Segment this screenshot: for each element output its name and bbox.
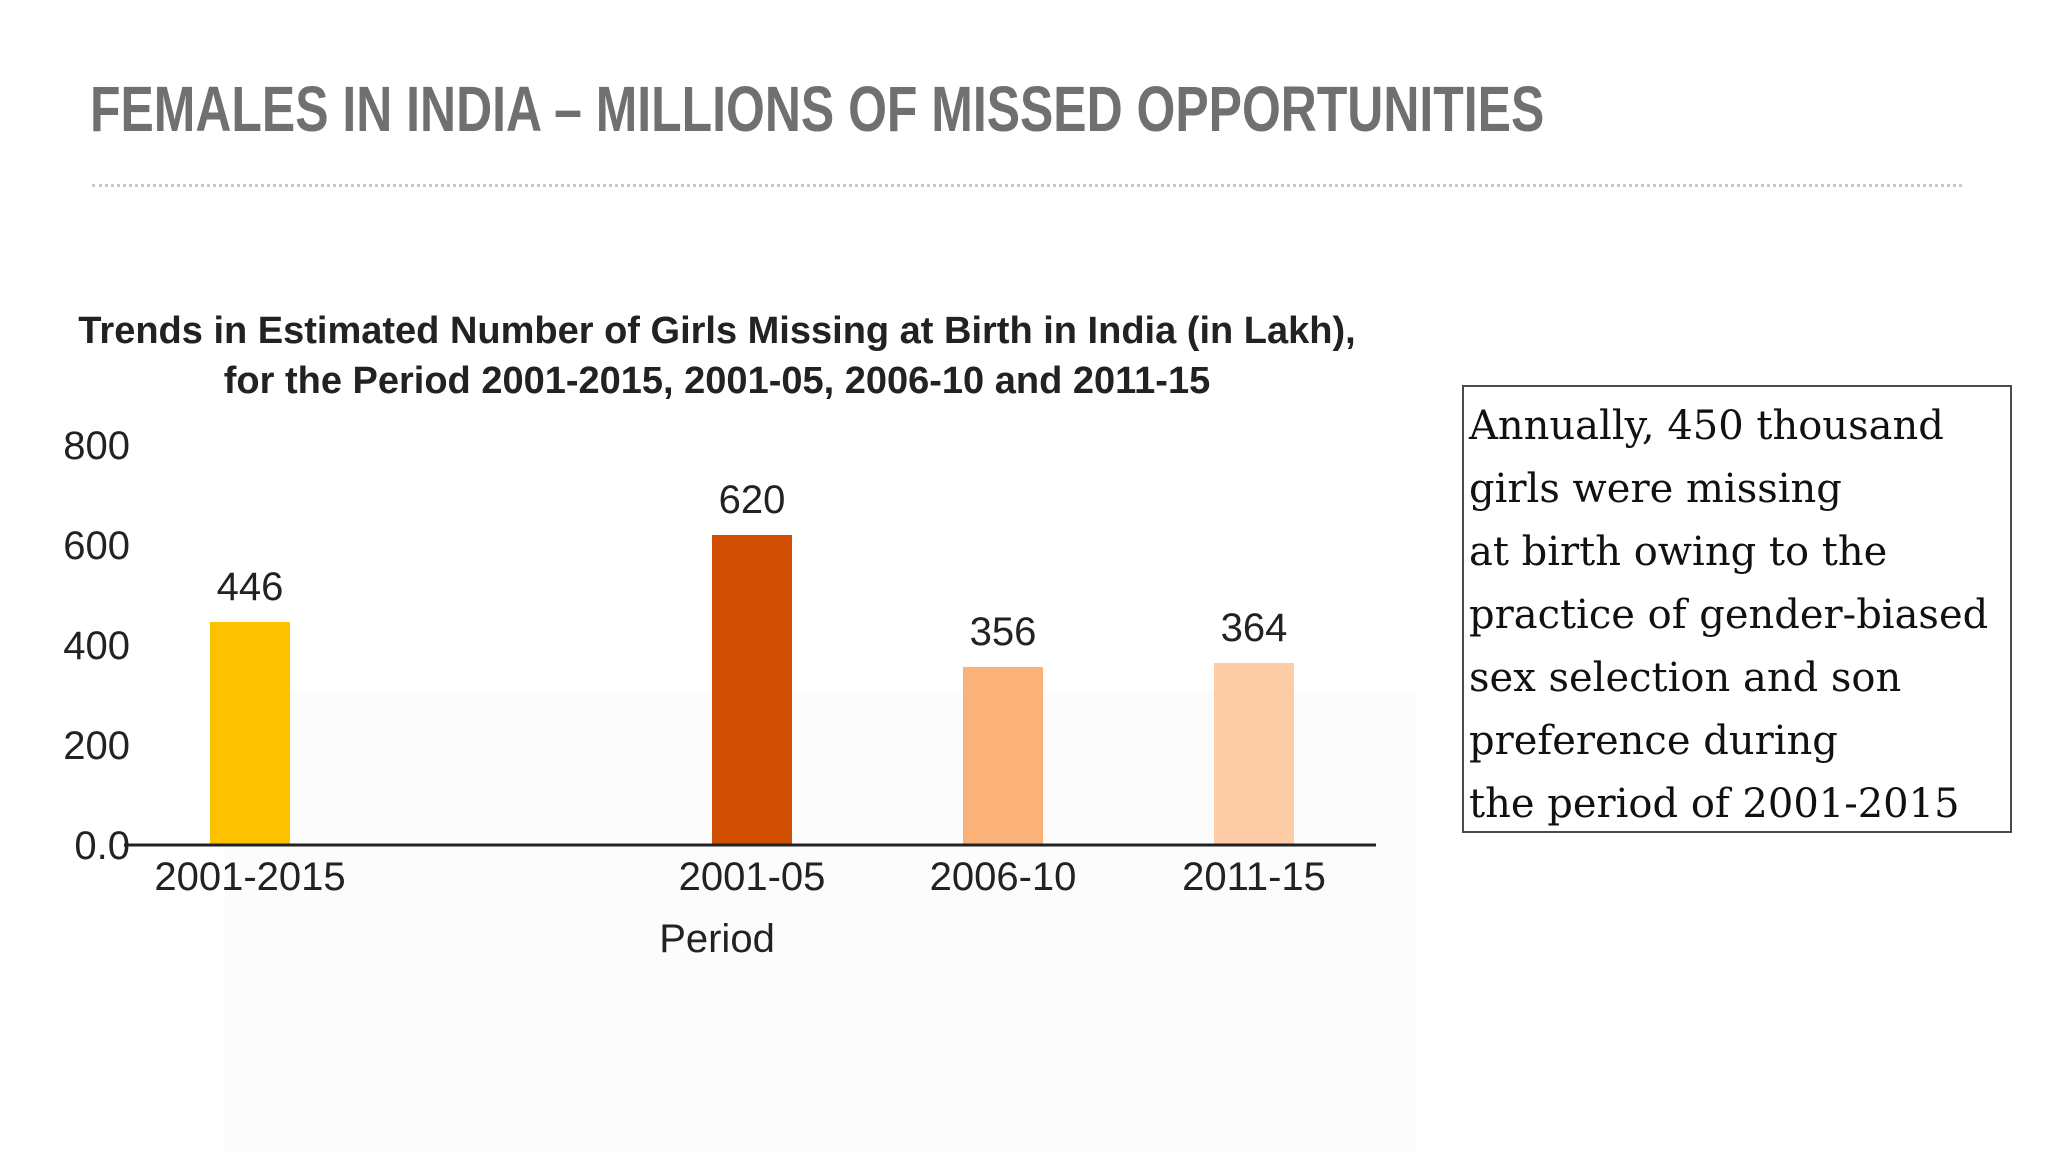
- y-tick-label: 800: [63, 424, 130, 468]
- chart-title: Trends in Estimated Number of Girls Miss…: [78, 310, 1355, 352]
- x-axis-label: Period: [659, 917, 775, 961]
- slide-title: FEMALES IN INDIA – MILLIONS OF MISSED OP…: [90, 73, 1545, 145]
- annotation-line: sex selection and son: [1469, 655, 1902, 701]
- bar-value-label: 446: [217, 565, 284, 609]
- y-tick-label: 200: [63, 724, 130, 768]
- title-divider: [92, 184, 1962, 187]
- chart-subtitle: for the Period 2001-2015, 2001-05, 2006-…: [224, 360, 1210, 402]
- annotation-line: at birth owing to the: [1469, 529, 1888, 575]
- annotation-line: practice of gender-biased: [1469, 592, 1989, 638]
- bar-2006-10: [963, 667, 1043, 845]
- y-tick-label: 600: [63, 524, 130, 568]
- x-tick-label: 2011-15: [1182, 855, 1326, 899]
- x-tick-label: 2001-05: [679, 855, 826, 899]
- bar-2001-2015: [210, 622, 290, 845]
- annotation-line: the period of 2001-2015: [1469, 781, 1960, 827]
- y-tick-label: 400: [63, 624, 130, 668]
- annotation-line: preference during: [1469, 718, 1838, 764]
- bar-value-label: 356: [970, 610, 1037, 654]
- x-tick-label: 2001-2015: [154, 855, 345, 899]
- bar-value-label: 620: [719, 478, 786, 522]
- y-tick-label: 0.0: [74, 824, 130, 868]
- annotation-line: Annually, 450 thousand: [1469, 403, 1944, 449]
- bar-value-label: 364: [1221, 606, 1288, 650]
- bar-chart: Trends in Estimated Number of Girls Miss…: [63, 310, 1376, 961]
- bar-2011-15: [1214, 663, 1294, 845]
- annotation-box: Annually, 450 thousand girls were missing…: [1462, 385, 2012, 833]
- bar-2001-05: [712, 535, 792, 845]
- x-tick-label: 2006-10: [930, 855, 1077, 899]
- annotation-line: girls were missing: [1469, 466, 1842, 512]
